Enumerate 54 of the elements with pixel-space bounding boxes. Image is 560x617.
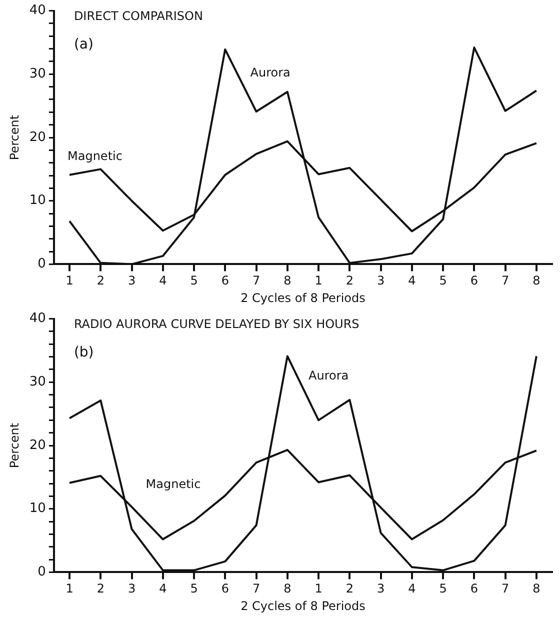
x-tick-label: 2 — [96, 582, 104, 596]
x-axis-title: 2 Cycles of 8 Periods — [240, 290, 366, 305]
x-tick-label: 8 — [532, 582, 540, 596]
x-tick-label: 4 — [408, 274, 416, 288]
x-tick-label: 6 — [470, 582, 478, 596]
x-tick-label: 2 — [346, 582, 354, 596]
x-tick-label: 4 — [159, 274, 167, 288]
y-axis-title: Percent — [7, 422, 22, 468]
y-tick-label: 30 — [29, 374, 46, 390]
y-tick-label: 20 — [29, 438, 46, 453]
x-tick-label: 7 — [501, 582, 510, 596]
y-tick-label: 0 — [38, 564, 46, 580]
x-tick-label: 2 — [96, 274, 104, 288]
x-tick-label: 6 — [221, 582, 229, 596]
y-tick-label: 30 — [29, 66, 46, 82]
x-axis-title: 2 Cycles of 8 Periods — [240, 598, 366, 613]
x-tick-label: 4 — [408, 582, 416, 596]
series-label: Aurora — [308, 368, 349, 382]
x-tick-label: 6 — [221, 274, 229, 288]
x-tick-label: 1 — [66, 274, 74, 288]
y-tick-label: 10 — [29, 501, 46, 516]
y-tick-label: 40 — [29, 311, 46, 326]
x-tick-label: 3 — [376, 274, 385, 288]
x-tick-label: 2 — [346, 274, 354, 288]
x-tick-label: 7 — [501, 274, 510, 288]
x-tick-label: 5 — [439, 274, 447, 288]
x-tick-label: 8 — [532, 274, 540, 288]
x-tick-label: 1 — [314, 274, 322, 288]
x-tick-label: 8 — [284, 274, 292, 288]
x-tick-label: 1 — [66, 582, 74, 596]
y-tick-label: 40 — [29, 3, 46, 18]
y-axis-title: Percent — [7, 114, 22, 160]
y-tick-label: 20 — [29, 130, 46, 145]
x-tick-label: 7 — [252, 274, 260, 288]
series-label: Aurora — [250, 66, 290, 80]
y-tick-label: 0 — [38, 256, 46, 272]
chart-title: RADIO AURORA CURVE DELAYED BY SIX HOURS — [74, 316, 360, 331]
x-tick-label: 5 — [190, 274, 198, 288]
series-label: Magnetic — [146, 477, 201, 492]
x-tick-label: 3 — [376, 582, 385, 596]
annotation: (b) — [74, 344, 94, 360]
x-tick-label: 6 — [470, 274, 478, 288]
x-tick-label: 3 — [128, 274, 136, 288]
x-tick-label: 3 — [128, 582, 136, 596]
x-tick-label: 7 — [252, 582, 260, 596]
y-tick-label: 10 — [29, 193, 46, 208]
x-tick-label: 1 — [314, 582, 322, 596]
x-tick-label: 5 — [190, 582, 198, 596]
x-tick-label: 5 — [439, 582, 447, 596]
chart-title: DIRECT COMPARISON — [74, 8, 203, 23]
series-label: Magnetic — [68, 149, 122, 163]
x-tick-label: 8 — [284, 582, 292, 596]
x-tick-label: 4 — [159, 582, 167, 596]
annotation: (a) — [74, 36, 94, 52]
